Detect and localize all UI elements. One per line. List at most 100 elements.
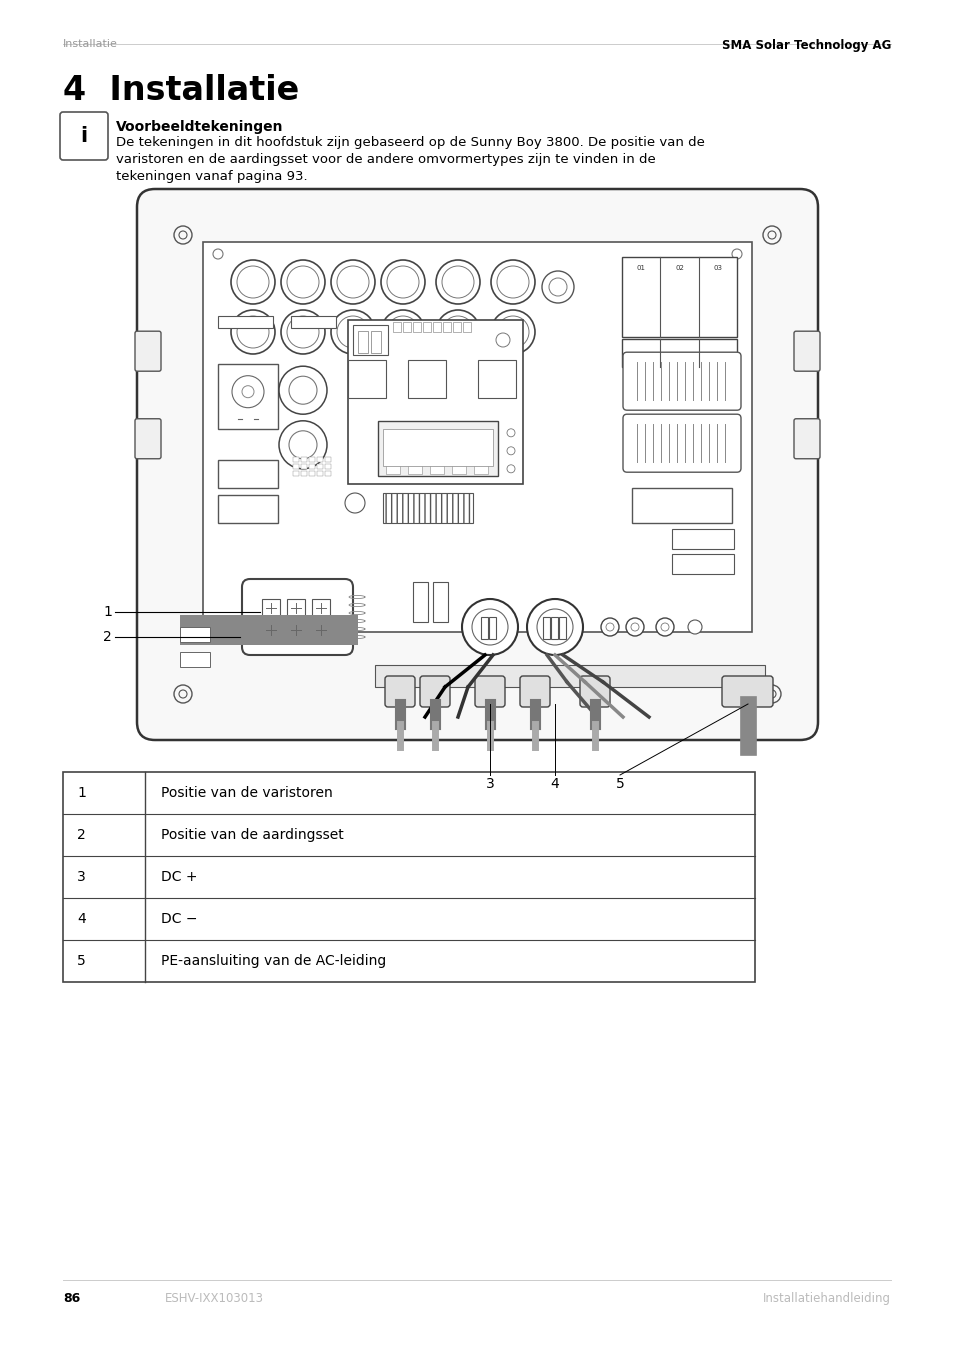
Text: 1: 1 xyxy=(77,786,86,800)
Bar xyxy=(309,470,314,476)
Bar xyxy=(621,257,737,337)
Text: 3: 3 xyxy=(485,777,494,791)
Bar xyxy=(293,470,298,476)
Bar xyxy=(180,615,357,645)
Text: Positie van de varistoren: Positie van de varistoren xyxy=(161,786,333,800)
Bar xyxy=(287,621,305,639)
Bar xyxy=(402,322,411,333)
Circle shape xyxy=(600,618,618,635)
FancyBboxPatch shape xyxy=(793,331,820,372)
Text: ESHV-IXX103013: ESHV-IXX103013 xyxy=(165,1293,264,1305)
Circle shape xyxy=(605,623,614,631)
Circle shape xyxy=(656,618,673,635)
Bar xyxy=(413,581,428,622)
Circle shape xyxy=(497,266,529,297)
FancyBboxPatch shape xyxy=(135,331,161,372)
Text: tekeningen vanaf pagina 93.: tekeningen vanaf pagina 93. xyxy=(116,170,307,183)
Bar xyxy=(408,360,446,397)
Circle shape xyxy=(380,260,424,304)
Circle shape xyxy=(173,226,192,243)
Bar xyxy=(293,464,298,469)
Circle shape xyxy=(436,310,479,354)
Text: SMA Solar Technology AG: SMA Solar Technology AG xyxy=(720,39,890,51)
Text: Voorbeeldtekeningen: Voorbeeldtekeningen xyxy=(116,120,283,134)
Bar xyxy=(671,529,733,549)
Bar xyxy=(218,460,277,488)
FancyBboxPatch shape xyxy=(419,676,450,707)
Bar xyxy=(301,457,307,462)
Bar xyxy=(433,581,448,622)
Bar xyxy=(316,457,323,462)
Text: i: i xyxy=(80,126,88,146)
Text: 5: 5 xyxy=(77,955,86,968)
FancyBboxPatch shape xyxy=(475,676,504,707)
Circle shape xyxy=(173,685,192,703)
Circle shape xyxy=(497,316,529,347)
Circle shape xyxy=(630,623,639,631)
Circle shape xyxy=(687,621,701,634)
Bar xyxy=(180,627,210,642)
Bar xyxy=(453,322,460,333)
Circle shape xyxy=(387,266,418,297)
Circle shape xyxy=(491,260,535,304)
Text: 86: 86 xyxy=(63,1293,80,1305)
Bar xyxy=(480,617,488,639)
FancyBboxPatch shape xyxy=(242,579,353,654)
Circle shape xyxy=(287,316,318,347)
Bar xyxy=(357,331,368,353)
Text: 2: 2 xyxy=(77,827,86,842)
Circle shape xyxy=(289,376,316,404)
Text: 4: 4 xyxy=(77,913,86,926)
Circle shape xyxy=(767,690,775,698)
Bar xyxy=(309,464,314,469)
Circle shape xyxy=(762,685,781,703)
Circle shape xyxy=(231,260,274,304)
Circle shape xyxy=(506,429,515,437)
Circle shape xyxy=(236,266,269,297)
Text: 4  Installatie: 4 Installatie xyxy=(63,74,299,107)
Circle shape xyxy=(537,608,573,645)
Circle shape xyxy=(441,316,474,347)
Bar xyxy=(371,331,380,353)
Bar xyxy=(325,470,331,476)
FancyBboxPatch shape xyxy=(721,676,772,707)
Circle shape xyxy=(242,385,253,397)
Bar xyxy=(293,457,298,462)
Bar xyxy=(393,322,400,333)
Circle shape xyxy=(731,249,741,260)
Text: De tekeningen in dit hoofdstuk zijn gebaseerd op de Sunny Boy 3800. De positie v: De tekeningen in dit hoofdstuk zijn geba… xyxy=(116,137,704,149)
Circle shape xyxy=(287,266,318,297)
Bar xyxy=(452,466,465,473)
Circle shape xyxy=(289,431,316,458)
Text: PE-aansluiting van de AC-leiding: PE-aansluiting van de AC-leiding xyxy=(161,955,386,968)
Circle shape xyxy=(548,279,566,296)
Bar xyxy=(301,464,307,469)
Bar xyxy=(477,360,516,397)
Circle shape xyxy=(762,226,781,243)
Bar xyxy=(63,772,754,982)
Bar xyxy=(631,488,731,523)
Circle shape xyxy=(472,608,507,645)
Circle shape xyxy=(345,493,365,512)
Bar xyxy=(301,470,307,476)
Bar xyxy=(312,599,330,617)
Bar xyxy=(422,322,431,333)
Bar xyxy=(489,617,496,639)
Bar xyxy=(325,464,331,469)
Bar xyxy=(551,617,558,639)
Text: 01: 01 xyxy=(636,265,645,270)
Text: 3: 3 xyxy=(77,869,86,884)
FancyBboxPatch shape xyxy=(622,353,740,410)
Bar xyxy=(262,599,280,617)
FancyBboxPatch shape xyxy=(135,419,161,458)
Bar xyxy=(386,466,399,473)
FancyBboxPatch shape xyxy=(519,676,550,707)
Bar xyxy=(382,492,473,523)
Circle shape xyxy=(236,316,269,347)
Bar xyxy=(558,617,565,639)
Circle shape xyxy=(506,465,515,473)
Circle shape xyxy=(387,316,418,347)
Circle shape xyxy=(660,623,668,631)
Text: Installatiehandleiding: Installatiehandleiding xyxy=(762,1293,890,1305)
Text: 03: 03 xyxy=(713,265,721,270)
